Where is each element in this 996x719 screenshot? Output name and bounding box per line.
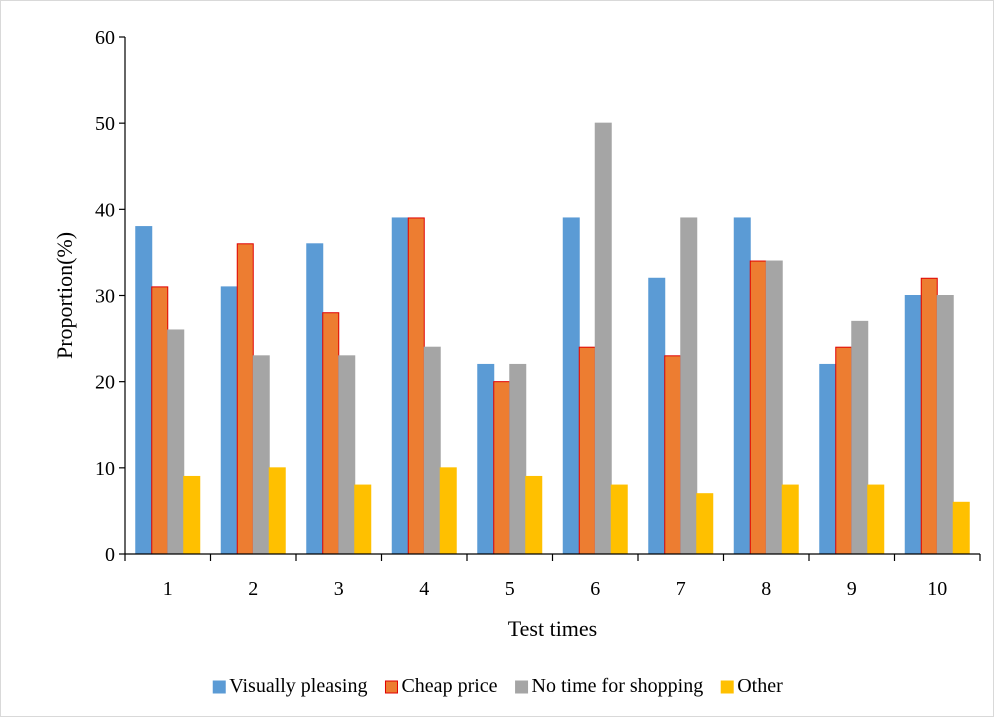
bar-cheap-price-2 bbox=[236, 243, 254, 555]
bar-visually-pleasing-7 bbox=[648, 277, 666, 555]
bar-other-3 bbox=[354, 484, 372, 555]
x-tick-label: 1 bbox=[163, 578, 173, 600]
bar-no-time-for-shopping-9 bbox=[851, 320, 869, 555]
y-tick-label: 30 bbox=[95, 286, 115, 308]
bar-visually-pleasing-9 bbox=[819, 363, 837, 555]
bar-cheap-price-1 bbox=[151, 286, 169, 555]
bar-other-6 bbox=[610, 484, 628, 555]
y-tick-label: 40 bbox=[95, 199, 115, 221]
bar-visually-pleasing-8 bbox=[733, 217, 751, 555]
bar-other-10 bbox=[952, 501, 970, 555]
bar-cheap-price-3 bbox=[322, 312, 340, 555]
y-tick-label: 50 bbox=[95, 113, 115, 135]
bar-other-8 bbox=[781, 484, 799, 555]
bar-visually-pleasing-2 bbox=[220, 286, 238, 555]
bar-visually-pleasing-5 bbox=[477, 363, 495, 555]
x-tick-label: 4 bbox=[419, 578, 429, 600]
bar-visually-pleasing-4 bbox=[391, 217, 409, 555]
x-tick-label: 6 bbox=[590, 578, 600, 600]
x-tick-label: 3 bbox=[334, 578, 344, 600]
bar-cheap-price-5 bbox=[493, 381, 511, 555]
x-axis-ticks: 1 2 3 4 5 6 7 8 9 10 bbox=[124, 554, 981, 600]
y-tick-label: 0 bbox=[105, 544, 115, 566]
bar-cheap-price-9 bbox=[835, 346, 853, 555]
legend-label: Visually pleasing bbox=[229, 675, 367, 697]
bar-no-time-for-shopping-5 bbox=[509, 363, 527, 555]
legend-swatch bbox=[384, 680, 398, 694]
bar-other-2 bbox=[268, 467, 286, 555]
bar-no-time-for-shopping-10 bbox=[936, 295, 954, 555]
legend-swatch bbox=[212, 680, 226, 694]
bars-layer bbox=[135, 122, 970, 555]
bar-visually-pleasing-6 bbox=[562, 217, 580, 555]
bar-other-1 bbox=[183, 475, 201, 555]
y-tick-label: 60 bbox=[95, 27, 115, 49]
legend-item-no-time-for-shopping: No time for shopping bbox=[515, 675, 704, 697]
bar-visually-pleasing-1 bbox=[135, 226, 153, 555]
bar-no-time-for-shopping-1 bbox=[167, 329, 185, 555]
legend-item-other: Other bbox=[720, 675, 783, 697]
bar-cheap-price-6 bbox=[578, 346, 596, 555]
legend-label: No time for shopping bbox=[532, 675, 704, 697]
bar-visually-pleasing-10 bbox=[904, 295, 922, 555]
x-tick-label: 10 bbox=[927, 578, 947, 600]
bar-cheap-price-10 bbox=[920, 277, 938, 555]
legend-swatch bbox=[515, 680, 529, 694]
legend-swatch bbox=[720, 680, 734, 694]
y-tick-label: 10 bbox=[95, 458, 115, 480]
legend-item-visually-pleasing: Visually pleasing bbox=[212, 675, 367, 697]
bar-other-9 bbox=[867, 484, 885, 555]
bar-no-time-for-shopping-7 bbox=[680, 217, 698, 555]
x-tick-label: 2 bbox=[248, 578, 258, 600]
legend: Visually pleasing Cheap price No time for … bbox=[212, 675, 783, 697]
x-axis-title: Test times bbox=[508, 616, 598, 641]
x-tick-label: 5 bbox=[505, 578, 515, 600]
y-tick-label: 20 bbox=[95, 372, 115, 394]
bar-other-5 bbox=[525, 475, 543, 555]
legend-label: Cheap price bbox=[401, 675, 497, 697]
bar-cheap-price-8 bbox=[749, 260, 767, 555]
y-axis-title: Proportion(%) bbox=[52, 232, 77, 359]
x-tick-label: 9 bbox=[847, 578, 857, 600]
bar-no-time-for-shopping-6 bbox=[594, 122, 612, 555]
legend-label: Other bbox=[737, 675, 783, 697]
x-tick-label: 8 bbox=[761, 578, 771, 600]
bar-no-time-for-shopping-2 bbox=[252, 355, 270, 555]
bar-no-time-for-shopping-4 bbox=[423, 346, 441, 555]
x-tick-label: 7 bbox=[676, 578, 686, 600]
bar-cheap-price-7 bbox=[664, 355, 682, 555]
y-axis-ticks: 0 10 20 30 40 50 60 bbox=[95, 27, 125, 566]
bar-visually-pleasing-3 bbox=[306, 243, 324, 555]
bar-other-4 bbox=[439, 467, 457, 555]
legend-item-cheap-price: Cheap price bbox=[384, 675, 498, 697]
bar-no-time-for-shopping-8 bbox=[765, 260, 783, 555]
bar-other-7 bbox=[696, 493, 714, 555]
bar-no-time-for-shopping-3 bbox=[338, 355, 356, 555]
bar-cheap-price-4 bbox=[407, 217, 425, 555]
